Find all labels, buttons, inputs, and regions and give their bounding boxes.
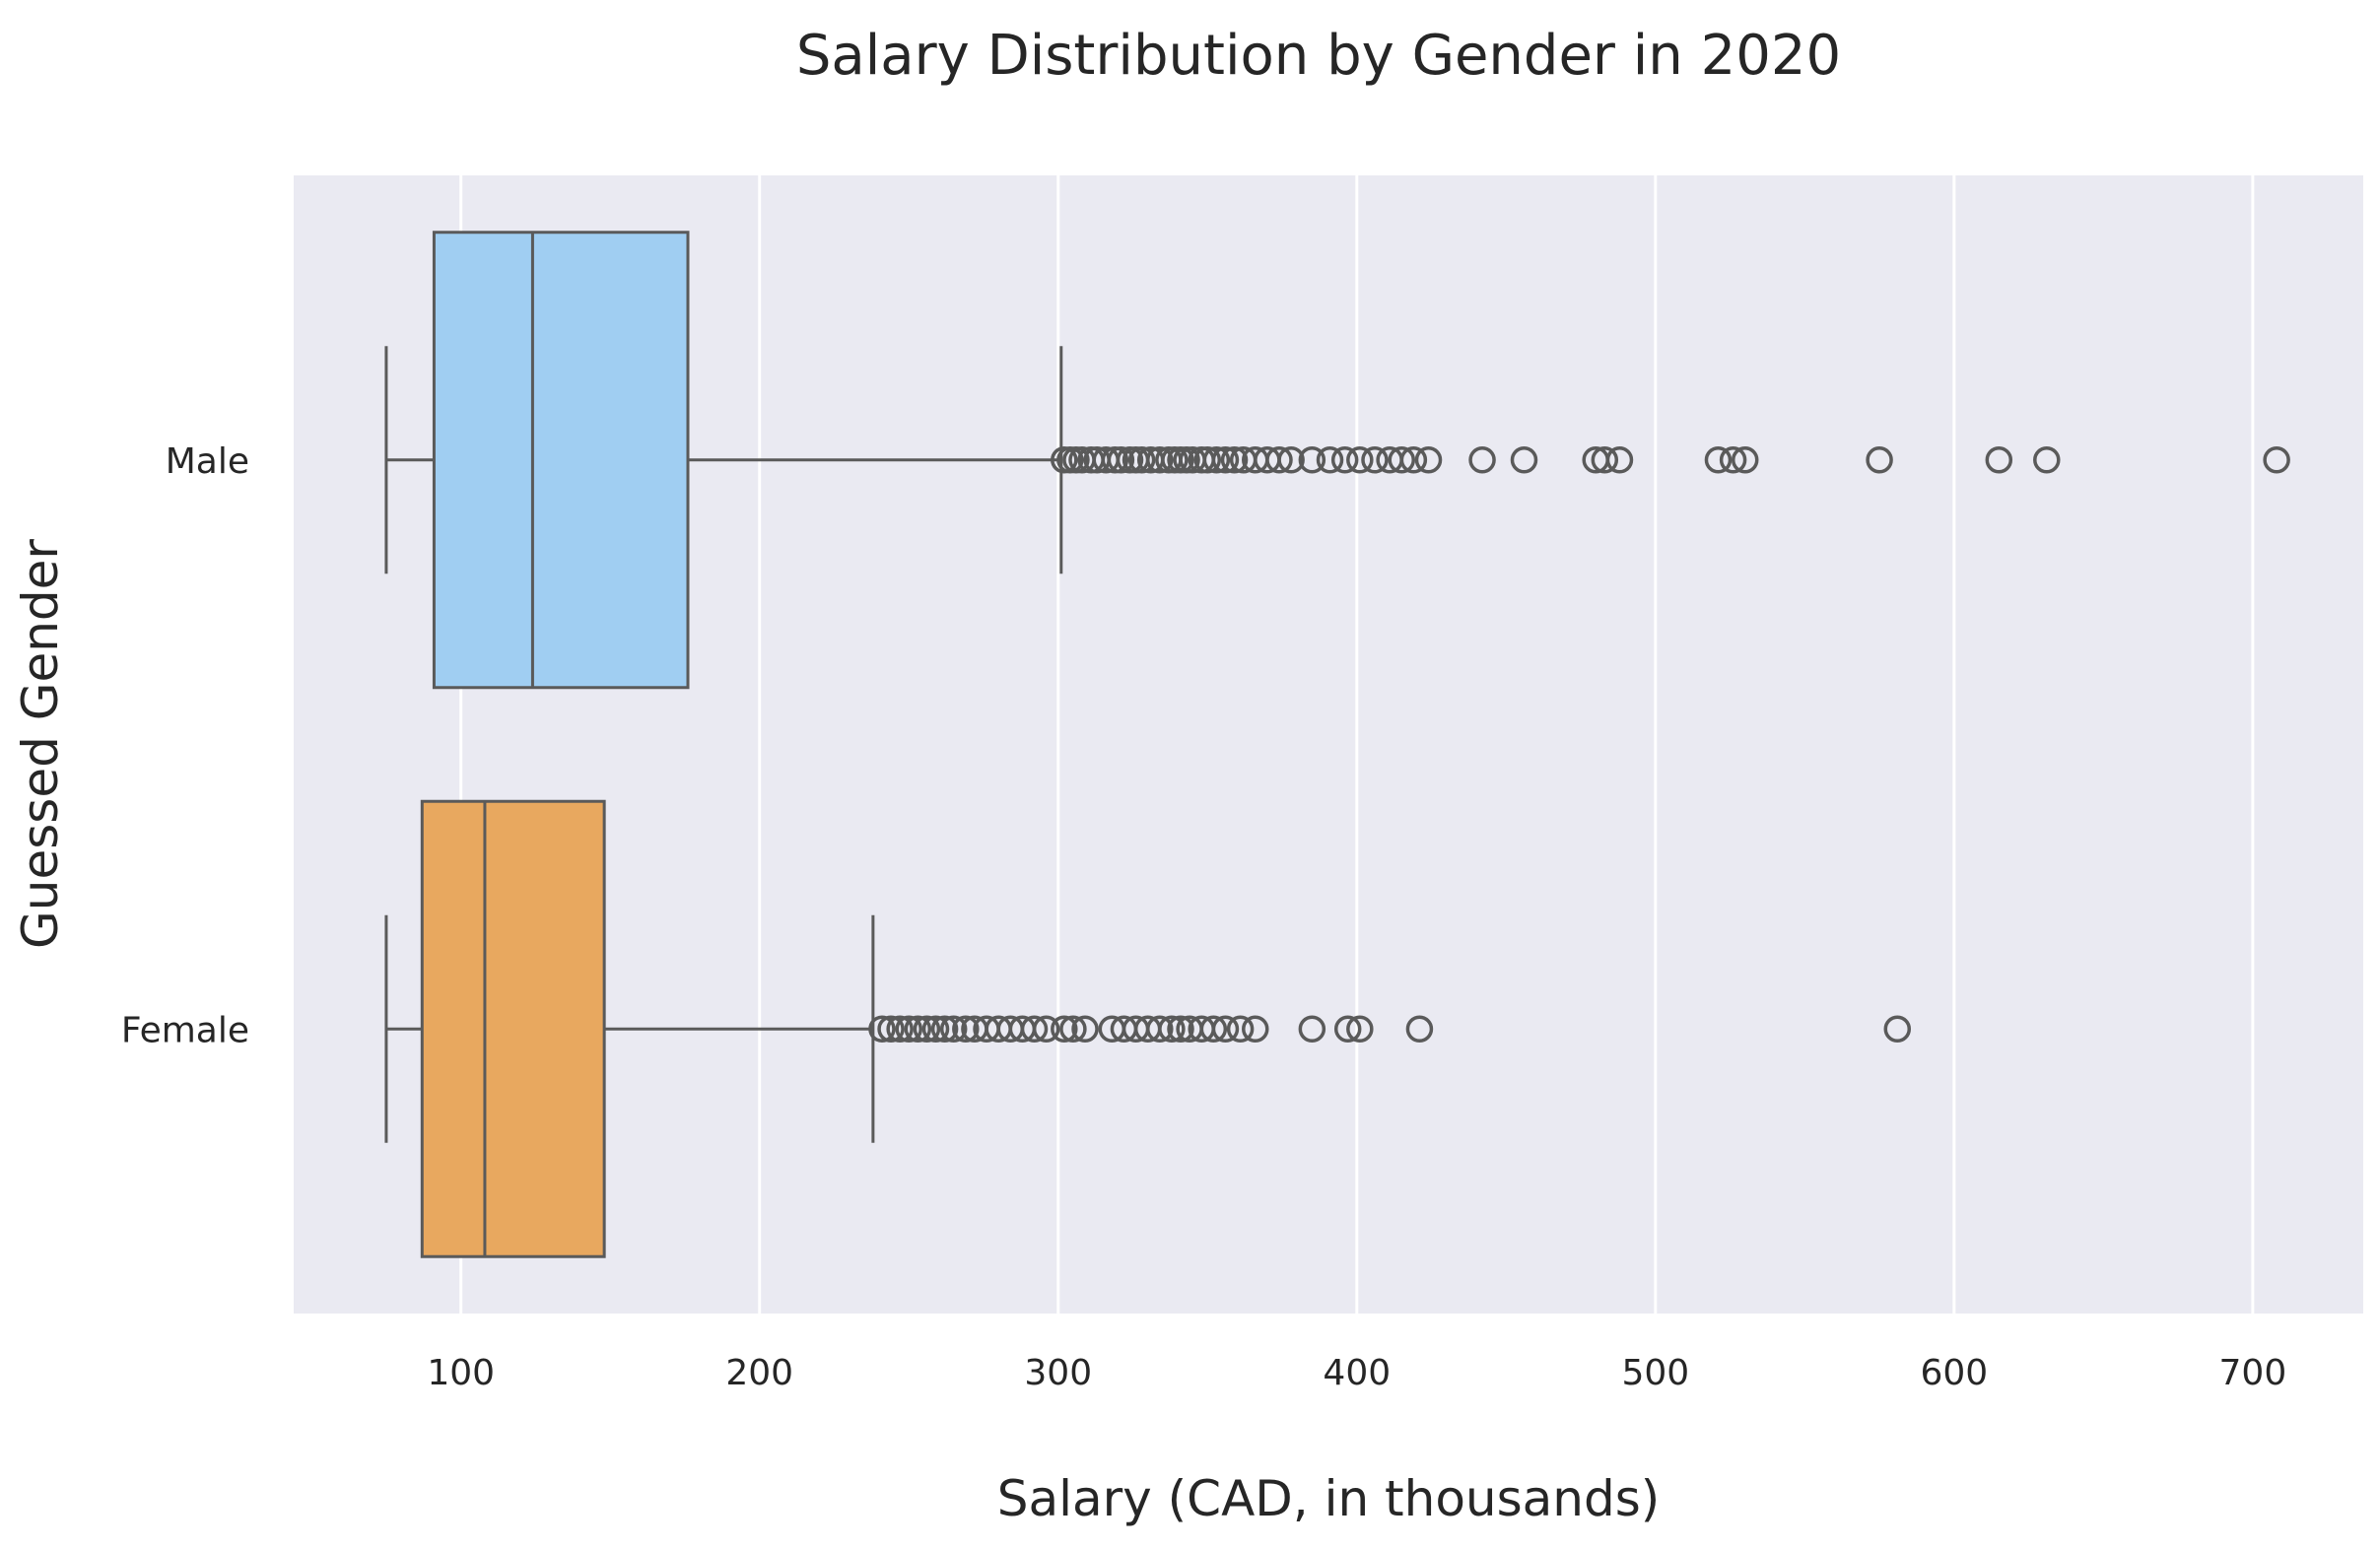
outlier-male [1211, 446, 1240, 474]
box-plots [384, 231, 2290, 1258]
x-tick-labels: 100 200 300 400 500 600 700 [427, 1353, 2286, 1393]
outlier-female [895, 1015, 922, 1043]
outlier-male [1346, 446, 1374, 474]
outlier-female [952, 1015, 980, 1043]
outlier-male [1510, 446, 1538, 474]
outlier-male [1193, 446, 1222, 474]
iqr-box-female [420, 799, 606, 1258]
outlier-male [1220, 446, 1249, 474]
y-axis-label: Guessed Gender [12, 539, 69, 949]
y-tick-female: Female [121, 1010, 249, 1050]
iqr-box-male [432, 231, 690, 690]
outlier-female [1059, 1015, 1087, 1043]
outlier-female [1051, 1015, 1078, 1043]
outlier-female [868, 1015, 896, 1043]
outlier-female [1883, 1015, 1912, 1043]
outlier-female [1333, 1015, 1362, 1043]
outlier-female [1199, 1015, 1228, 1043]
outlier-male [1361, 446, 1389, 474]
outlier-male [1298, 446, 1326, 474]
outlier-male [1985, 446, 2013, 474]
outlier-female [1032, 1015, 1060, 1043]
x-tick-300: 300 [1024, 1353, 1092, 1393]
outlier-female [1298, 1015, 1326, 1043]
outlier-female [921, 1015, 950, 1043]
outlier-male [1605, 446, 1634, 474]
outlier-male [1704, 446, 1733, 474]
outlier-female [904, 1015, 932, 1043]
outlier-female [1346, 1015, 1374, 1043]
y-tick-male: Male [166, 441, 249, 482]
outlier-male [1146, 446, 1174, 474]
x-tick-700: 700 [2219, 1353, 2287, 1393]
outlier-male [1265, 446, 1293, 474]
outlier-female [913, 1015, 941, 1043]
outlier-male [1719, 446, 1747, 474]
outlier-female [886, 1015, 914, 1043]
outlier-male [1330, 446, 1359, 474]
outlier-female [1211, 1015, 1240, 1043]
outlier-male [1866, 446, 1893, 474]
outlier-male [1202, 446, 1231, 474]
outlier-female [1167, 1015, 1194, 1043]
box-male [384, 231, 2290, 690]
chart-title: Salary Distribution by Gender in 2020 [796, 24, 1841, 88]
x-tick-400: 400 [1323, 1353, 1391, 1393]
x-tick-200: 200 [725, 1353, 793, 1393]
outlier-female [930, 1015, 959, 1043]
outlier-female [939, 1015, 968, 1043]
outlier-female [1226, 1015, 1255, 1043]
x-tick-600: 600 [1920, 1353, 1988, 1393]
outlier-female [1146, 1015, 1174, 1043]
y-tick-labels: Male Female [121, 441, 249, 1051]
box-female [384, 799, 1912, 1258]
outlier-male [1277, 446, 1305, 474]
outlier-male [1127, 446, 1156, 474]
outlier-male [2033, 446, 2061, 474]
outlier-male [1731, 446, 1759, 474]
outlier-male [1399, 446, 1428, 474]
outlier-male [1414, 446, 1443, 474]
x-tick-500: 500 [1621, 1353, 1689, 1393]
x-tick-100: 100 [427, 1353, 495, 1393]
x-axis-label: Salary (CAD, in thousands) [997, 1470, 1661, 1527]
outlier-female [1158, 1015, 1186, 1043]
outlier-female [1242, 1015, 1269, 1043]
outlier-male [2263, 446, 2290, 474]
outlier-female [1405, 1015, 1434, 1043]
outlier-male [1468, 446, 1496, 474]
outlier-female [1020, 1015, 1049, 1043]
outlier-male [1107, 446, 1135, 474]
outlier-male [1316, 446, 1344, 474]
outlier-male [1388, 446, 1415, 474]
outlier-male [1591, 446, 1619, 474]
outlier-female [877, 1015, 905, 1043]
outlier-female [1071, 1015, 1099, 1043]
